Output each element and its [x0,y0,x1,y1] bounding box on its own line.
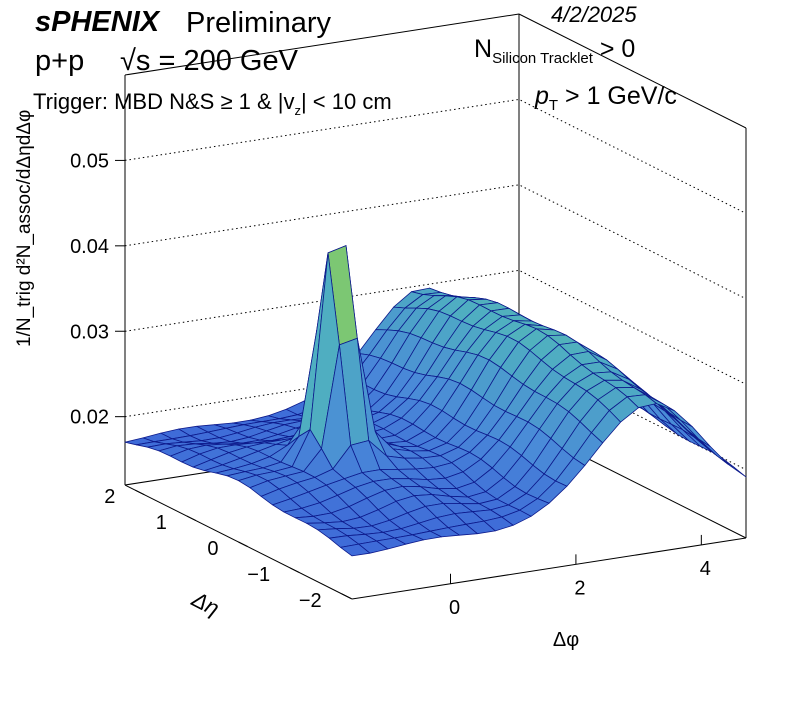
eta-tick [186,515,197,522]
z-tick-label: 0.03 [70,321,109,343]
eta-tick [341,593,351,599]
eta-tick-label: −2 [299,590,322,612]
tracklet-cut-value: > 0 [592,35,636,63]
tracklet-cut-label: NSilicon Tracklet > 0 [474,35,636,67]
z-tick-label: 0.02 [70,407,109,429]
pt-cut-value: > 1 GeV/c [558,82,677,110]
eta-tick-label: 2 [104,486,115,508]
pt-cut-label: pT > 1 GeV/c [535,82,677,114]
trigger-label: Trigger: MBD N&S ≥ 1 & |vz| < 10 cm [33,89,392,118]
energy-label: √s = 200 GeV [120,45,298,77]
eta-tick [289,567,300,573]
z-tick-label: 0.05 [70,150,109,172]
pt-symbol: p [535,82,549,110]
z-tick-label: 0.04 [70,236,109,258]
box-edge [518,13,747,129]
eta-tick [135,489,145,496]
collision-system-label: p+p [35,45,85,77]
eta-tick-label: −1 [247,564,270,586]
eta-tick-label: 1 [156,512,167,534]
phi-tick-label: 2 [574,577,585,599]
phi-axis-line [351,537,747,600]
trigger-subscript: z [294,103,301,118]
surface-mesh [124,245,747,557]
z-gridline [124,98,747,214]
phi-axis-title: Δφ [553,629,579,651]
surface-cell [340,543,371,557]
z-gridline [124,269,747,385]
trigger-text: Trigger: MBD N&S ≥ 1 & |v [33,89,295,114]
eta-tick [238,541,248,547]
trigger-cut: | < 10 cm [300,89,392,114]
tracklet-cut-subscript: Silicon Tracklet [492,50,593,67]
phi-tick-label: 4 [700,558,711,580]
box-edge [124,13,520,76]
eta-tick-label: 0 [207,538,218,560]
eta-axis-title: Δη [187,586,223,621]
axis-frame [115,13,747,600]
surface-cell [698,438,729,465]
status-label: Preliminary [186,7,332,39]
pt-subscript: T [548,97,559,114]
phi-tick-label: 0 [449,597,460,619]
z-axis-title: 1/N_trig d²N_assoc/dΔηdΔφ [14,110,35,347]
tracklet-cut-symbol: N [474,35,493,63]
z-gridline [124,355,747,471]
z-gridline [124,184,747,300]
experiment-label: sPHENIX [35,6,160,38]
date-label: 4/2/2025 [551,2,637,27]
z-axis-title-text: 1/N_trig d²N_assoc/dΔηdΔφ [14,110,35,347]
